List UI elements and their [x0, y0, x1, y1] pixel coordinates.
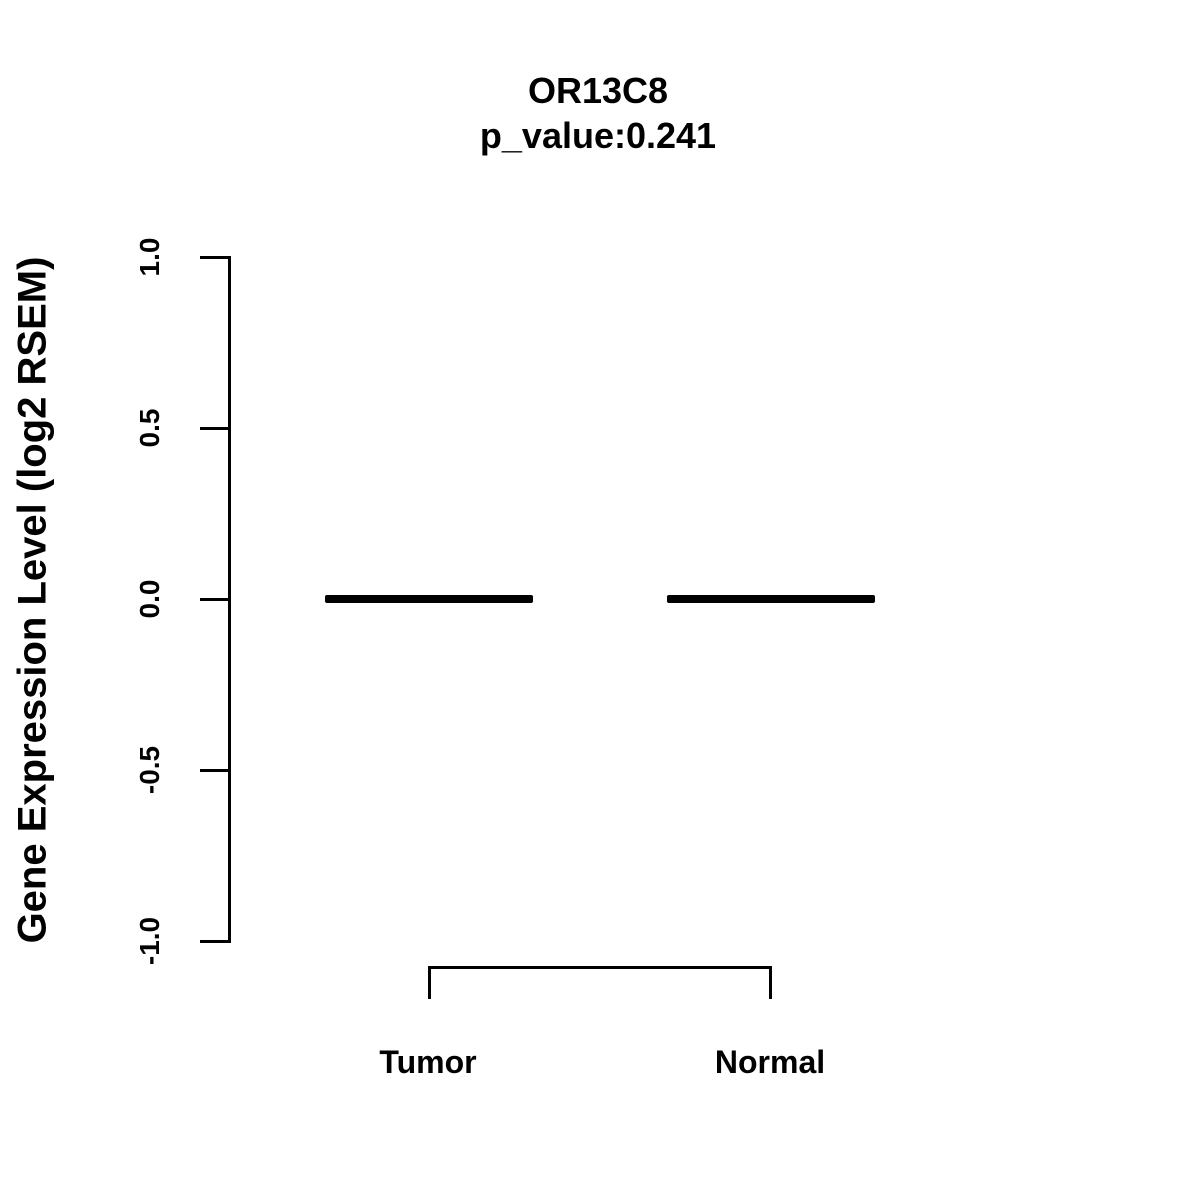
comparison-bracket-right-end [769, 966, 772, 999]
y-axis-line [228, 256, 231, 943]
chart-title-block: OR13C8 p_value:0.241 [0, 68, 1196, 158]
y-tick-mark [200, 768, 228, 772]
y-tick-label: -0.5 [134, 745, 165, 795]
comparison-bracket-left-end [428, 966, 431, 999]
y-tick-mark [200, 426, 228, 430]
comparison-bracket-horizontal [428, 966, 772, 969]
y-tick-label: 1.0 [134, 237, 165, 277]
y-tick-label: 0.0 [134, 579, 165, 619]
y-axis-label: Gene Expression Level (log2 RSEM) [10, 256, 55, 944]
median-line-tumor [325, 595, 533, 603]
y-tick-label: 0.5 [134, 408, 165, 448]
gene-title: OR13C8 [527, 70, 669, 111]
y-tick-mark [200, 597, 228, 601]
median-line-normal [667, 595, 875, 603]
x-label-normal: Normal [714, 1044, 826, 1080]
y-tick-mark [200, 255, 228, 259]
p-value-subtitle: p_value:0.241 [479, 115, 717, 156]
y-tick-mark [200, 939, 228, 943]
y-tick-label: -1.0 [134, 916, 165, 966]
x-label-tumor: Tumor [379, 1044, 477, 1080]
